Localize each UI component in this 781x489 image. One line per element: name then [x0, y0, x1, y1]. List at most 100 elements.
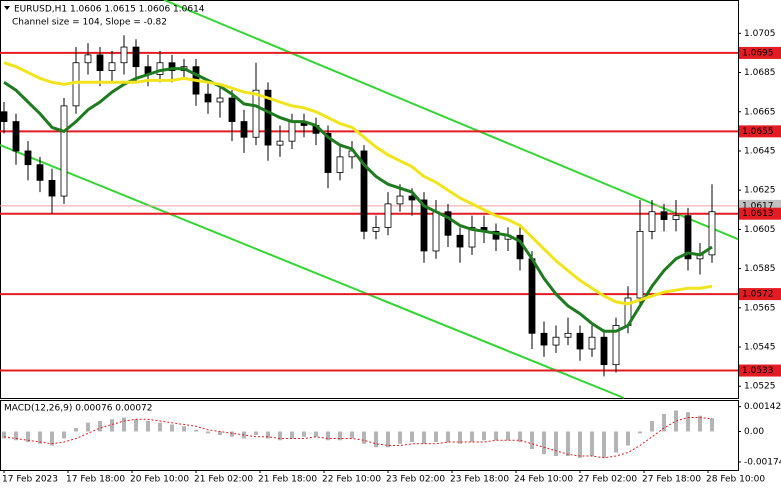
macd-bar [446, 431, 450, 442]
candle-body [96, 54, 104, 71]
macd-bar [482, 431, 486, 441]
macd-bar [86, 422, 90, 432]
candle-body [528, 258, 536, 334]
macd-panel [0, 400, 739, 471]
x-tick-label: 20 Feb 10:00 [130, 475, 189, 485]
macd-bar [374, 431, 378, 448]
y-tick-label: 1.0645 [744, 146, 776, 156]
channel-line [163, 0, 739, 241]
candle-body [24, 150, 32, 166]
level-label: 1.0533 [742, 366, 774, 376]
x-tick-label: 17 Feb 2023 [2, 475, 58, 485]
candle-body [120, 46, 128, 64]
level-box [739, 288, 781, 301]
x-tick-label: 24 Feb 10:00 [514, 475, 573, 485]
candle-body [324, 132, 332, 173]
candle-body [288, 121, 296, 142]
level-box [739, 207, 781, 220]
macd-bar [542, 431, 546, 455]
macd-bar [494, 431, 498, 441]
macd-bar [506, 431, 510, 441]
macd-bar [266, 431, 270, 439]
macd-bar [170, 424, 174, 432]
macd-bar [602, 431, 606, 458]
candle-body [420, 199, 428, 252]
macd-bar [698, 415, 702, 432]
macd-bar [14, 431, 18, 441]
candle-body [540, 332, 548, 346]
candle-body [360, 150, 368, 232]
x-tick-label: 27 Feb 02:00 [578, 475, 637, 485]
candle-body [12, 121, 20, 152]
macd-bar [26, 431, 30, 442]
moving-average [3, 61, 713, 306]
x-tick-label: 23 Feb 18:00 [450, 475, 509, 485]
candle-body [372, 227, 380, 232]
macd-bar [110, 419, 114, 432]
candle-body [636, 230, 644, 299]
candle-body [672, 215, 680, 220]
macd-bar [290, 431, 294, 439]
candle-body [660, 211, 668, 220]
main-panel [0, 0, 739, 399]
x-tick-label: 27 Feb 18:00 [642, 475, 701, 485]
macd-bar [674, 410, 678, 432]
candle-body [252, 89, 260, 138]
candle-body [132, 46, 140, 68]
candle-body [336, 156, 344, 173]
level-box [739, 125, 781, 138]
candle-body [648, 211, 656, 232]
y-tick-label: 1.0585 [744, 264, 776, 274]
candle-body [228, 97, 236, 122]
macd-bar [254, 431, 258, 435]
macd-signal [3, 417, 713, 459]
macd-bar [158, 422, 162, 432]
channel-line [0, 144, 625, 399]
candle-body [576, 332, 584, 350]
macd-bar [590, 431, 594, 456]
macd-y-tick-label: -0.00174 [744, 457, 781, 467]
macd-bar [302, 431, 306, 437]
candle-body [396, 195, 404, 205]
macd-bar [518, 431, 522, 442]
macd-bar [62, 431, 66, 439]
macd-bar [38, 431, 42, 444]
macd-bar [362, 431, 366, 444]
macd-bar [626, 431, 630, 446]
level-box [739, 46, 781, 59]
macd-bar [614, 431, 618, 453]
level-label: 1.0572 [742, 290, 774, 300]
y-tick-label: 1.0705 [744, 29, 776, 39]
level-label: 1.0695 [742, 48, 774, 58]
macd-bar [74, 428, 78, 432]
x-tick-label: 21 Feb 02:00 [194, 475, 253, 485]
x-tick-label: 17 Feb 18:00 [66, 475, 125, 485]
macd-bar [530, 431, 534, 449]
macd-y-tick-label: 0.00 [744, 427, 764, 437]
macd-bar [326, 431, 330, 441]
candle-body [108, 62, 116, 71]
macd-bar [194, 429, 198, 432]
candle-body [684, 215, 692, 260]
candle-body [408, 195, 416, 201]
macd-bar [134, 419, 138, 432]
moving-average [3, 67, 713, 333]
macd-bar [686, 412, 690, 432]
candle-body [36, 164, 44, 181]
macd-bar [122, 417, 126, 432]
candle-body [72, 62, 80, 107]
macd-bar [386, 431, 390, 448]
candle-body [384, 203, 392, 228]
candle-body [468, 227, 476, 248]
macd-bar [182, 426, 186, 432]
x-tick-label: 23 Feb 02:00 [386, 475, 445, 485]
x-tick-label: 22 Feb 10:00 [322, 475, 381, 485]
macd-bar [338, 431, 342, 441]
macd-bar [554, 431, 558, 456]
y-tick-label: 1.0565 [744, 303, 776, 313]
candle-body [552, 336, 560, 346]
macd-bar [314, 431, 318, 437]
candle-body [276, 140, 284, 146]
y-tick-label: 1.0685 [744, 68, 776, 78]
macd-bar [146, 421, 150, 432]
